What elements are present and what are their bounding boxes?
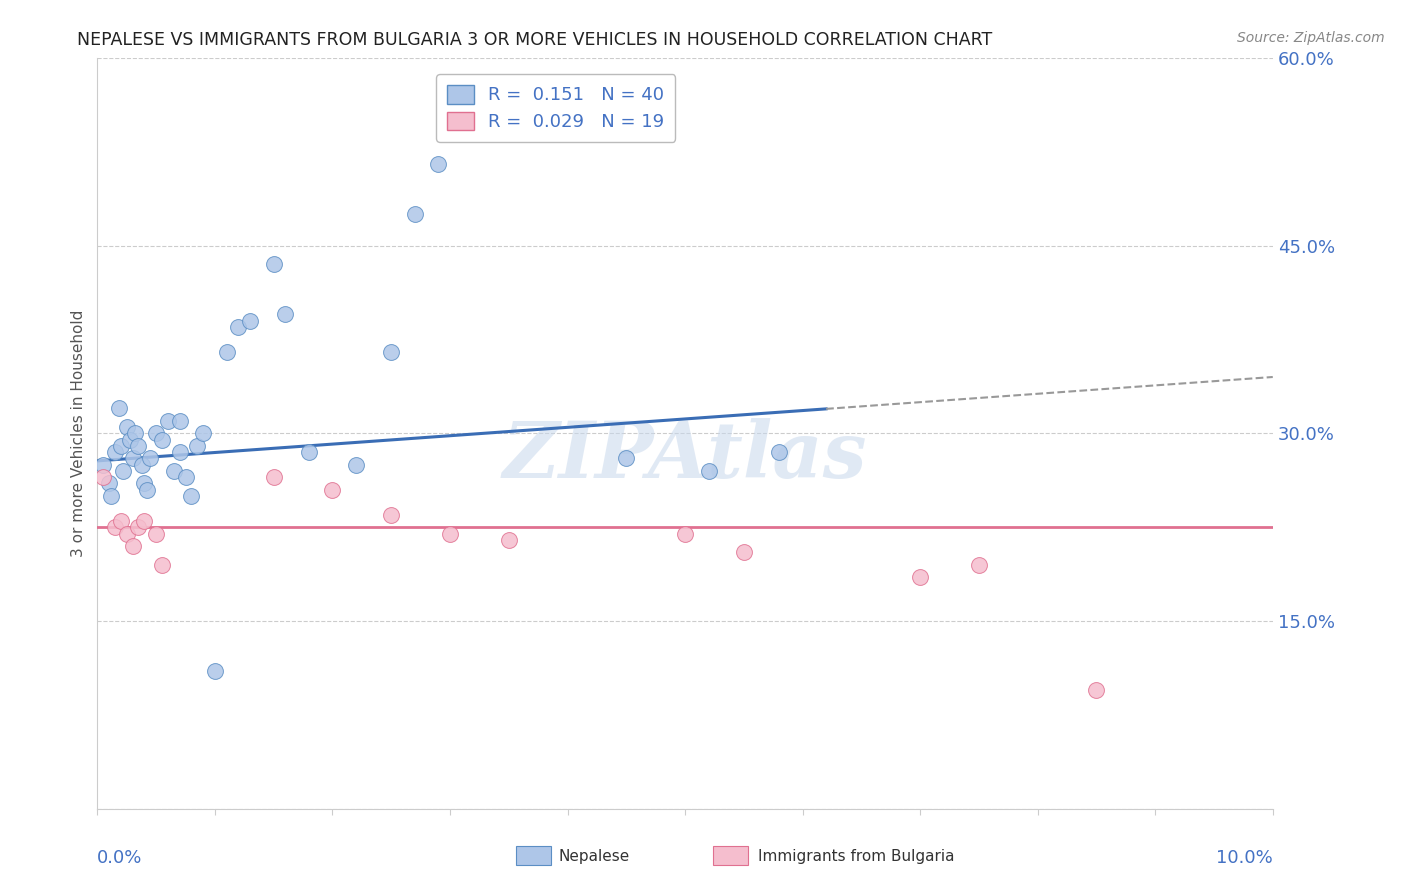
Text: Immigrants from Bulgaria: Immigrants from Bulgaria — [758, 849, 955, 864]
Point — [163, 464, 186, 478]
Point — [91, 458, 114, 472]
Legend: R =  0.151   N = 40, R =  0.029   N = 19: R = 0.151 N = 40, R = 0.029 N = 19 — [436, 74, 675, 142]
Point — [150, 558, 173, 572]
Point — [180, 489, 202, 503]
Point — [150, 433, 173, 447]
Point — [121, 451, 143, 466]
Point — [134, 514, 156, 528]
Point — [131, 458, 153, 472]
Point — [768, 445, 790, 459]
Point — [145, 426, 167, 441]
Y-axis label: 3 or more Vehicles in Household: 3 or more Vehicles in Household — [72, 310, 86, 557]
Point — [191, 426, 214, 441]
Text: NEPALESE VS IMMIGRANTS FROM BULGARIA 3 OR MORE VEHICLES IN HOUSEHOLD CORRELATION: NEPALESE VS IMMIGRANTS FROM BULGARIA 3 O… — [77, 31, 993, 49]
Point — [156, 414, 179, 428]
Point — [145, 526, 167, 541]
Point — [107, 401, 129, 416]
Point — [169, 445, 191, 459]
Point — [967, 558, 990, 572]
Point — [673, 526, 696, 541]
Point — [344, 458, 367, 472]
Point — [98, 476, 121, 491]
Point — [135, 483, 157, 497]
Point — [733, 545, 755, 559]
Point — [139, 451, 162, 466]
Point — [104, 520, 127, 534]
Text: ZIPAtlas: ZIPAtlas — [503, 417, 868, 494]
Point — [110, 439, 132, 453]
Text: 10.0%: 10.0% — [1216, 849, 1272, 867]
Point — [215, 345, 238, 359]
Point — [91, 470, 114, 484]
Point — [121, 539, 143, 553]
Point — [186, 439, 208, 453]
Point — [100, 489, 122, 503]
Point — [169, 414, 191, 428]
Point — [204, 665, 226, 679]
Point — [614, 451, 637, 466]
Point — [127, 520, 149, 534]
Point — [380, 345, 402, 359]
Text: Source: ZipAtlas.com: Source: ZipAtlas.com — [1237, 31, 1385, 45]
Point — [908, 570, 931, 584]
Point — [263, 470, 285, 484]
Point — [274, 307, 297, 321]
Point — [427, 157, 450, 171]
Point — [127, 439, 149, 453]
Point — [439, 526, 461, 541]
Point — [498, 533, 520, 547]
Point — [134, 476, 156, 491]
Point — [115, 526, 138, 541]
Point — [120, 433, 142, 447]
Point — [115, 420, 138, 434]
Point — [239, 313, 262, 327]
Point — [263, 257, 285, 271]
Point — [298, 445, 321, 459]
Point — [104, 445, 127, 459]
Point — [174, 470, 197, 484]
Text: 0.0%: 0.0% — [97, 849, 143, 867]
Point — [1085, 683, 1108, 698]
Point — [124, 426, 146, 441]
Point — [228, 319, 250, 334]
Text: Nepalese: Nepalese — [558, 849, 630, 864]
Point — [697, 464, 720, 478]
Point — [110, 514, 132, 528]
Point — [380, 508, 402, 522]
Point — [404, 207, 426, 221]
Point — [112, 464, 135, 478]
Point — [321, 483, 343, 497]
